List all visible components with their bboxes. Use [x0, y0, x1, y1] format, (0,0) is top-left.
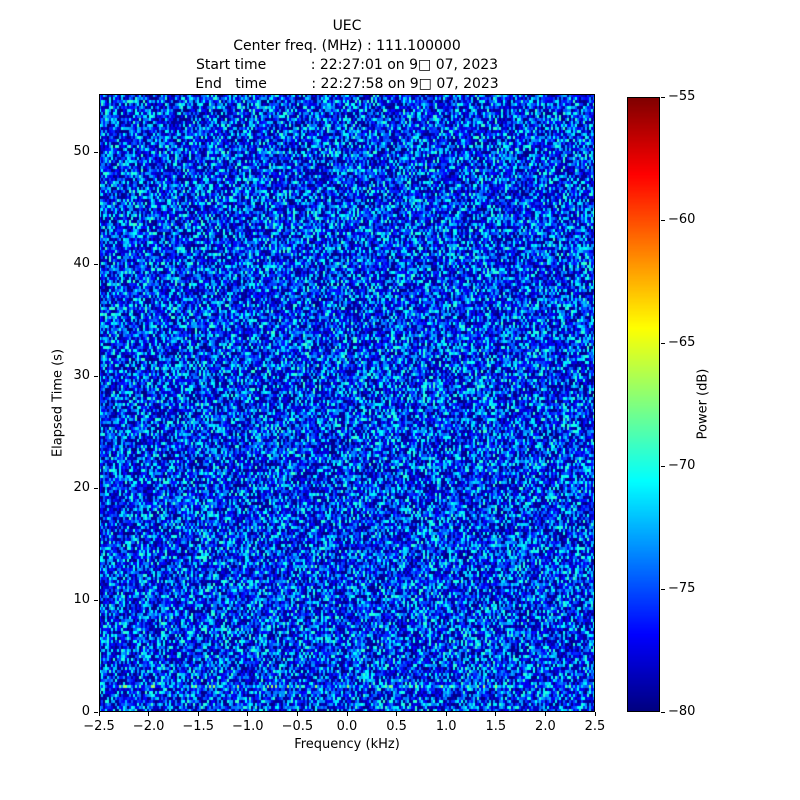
x-tick-mark: [346, 712, 348, 716]
x-tick-label: −1.0: [232, 719, 264, 734]
x-tick-mark: [247, 712, 249, 716]
end-time-line: End time : 22:27:58 on 9□ 07, 2023: [195, 76, 499, 92]
page-title: UEC: [332, 18, 362, 34]
y-tick-mark: [94, 599, 98, 601]
x-tick-mark: [98, 712, 100, 716]
x-tick-label: 1.0: [435, 719, 457, 734]
x-tick-mark: [544, 712, 546, 716]
y-tick-label: 30: [73, 368, 90, 384]
colorbar-tick-label: −70: [668, 458, 696, 473]
y-axis-label: Elapsed Time (s): [50, 348, 66, 458]
y-tick-mark: [94, 711, 98, 713]
colorbar-tick-label: −65: [668, 335, 696, 350]
x-tick-label: −0.5: [281, 719, 314, 734]
colorbar: [627, 97, 660, 712]
x-tick-mark: [296, 712, 298, 716]
x-tick-label: 0.5: [386, 719, 407, 734]
colorbar-tick-mark: [661, 342, 665, 344]
colorbar-tick-mark: [661, 465, 665, 467]
spectrogram-canvas: [99, 94, 595, 712]
y-tick-mark: [94, 151, 98, 153]
x-tick-label: −2.5: [83, 719, 115, 734]
x-tick-label: 1.5: [485, 719, 507, 734]
start-time-line: Start time : 22:27:01 on 9□ 07, 2023: [195, 57, 499, 73]
y-tick-label: 0: [81, 704, 90, 719]
x-tick-label: 2.5: [584, 719, 606, 734]
colorbar-tick-mark: [661, 219, 665, 221]
colorbar-tick-label: −80: [668, 704, 696, 719]
x-tick-label: −2.0: [132, 719, 165, 734]
x-tick-mark: [197, 712, 199, 716]
x-tick-label: −1.5: [182, 719, 214, 734]
x-axis-label: Frequency (kHz): [294, 737, 400, 752]
y-tick-label: 50: [73, 144, 90, 160]
colorbar-tick-label: −55: [668, 89, 696, 104]
colorbar-tick-mark: [661, 711, 665, 713]
x-tick-mark: [396, 712, 398, 716]
x-tick-mark: [148, 712, 150, 716]
y-tick-label: 20: [73, 480, 90, 496]
x-tick-mark: [594, 712, 596, 716]
y-tick-mark: [94, 263, 98, 265]
colorbar-label: Power (dB): [695, 368, 711, 440]
colorbar-tick-label: −60: [668, 212, 696, 227]
center-frequency-line: Center freq. (MHz) : 111.100000: [233, 38, 461, 54]
x-tick-label: 0.0: [336, 719, 358, 734]
colorbar-tick-mark: [661, 588, 665, 590]
x-tick-mark: [495, 712, 497, 716]
colorbar-tick-mark: [661, 96, 665, 98]
y-tick-label: 40: [73, 256, 90, 272]
y-tick-mark: [94, 375, 98, 377]
x-tick-label: 2.0: [535, 719, 556, 734]
x-tick-mark: [445, 712, 447, 716]
y-tick-label: 10: [73, 592, 90, 608]
colorbar-tick-label: −75: [668, 581, 696, 596]
y-tick-mark: [94, 487, 98, 489]
